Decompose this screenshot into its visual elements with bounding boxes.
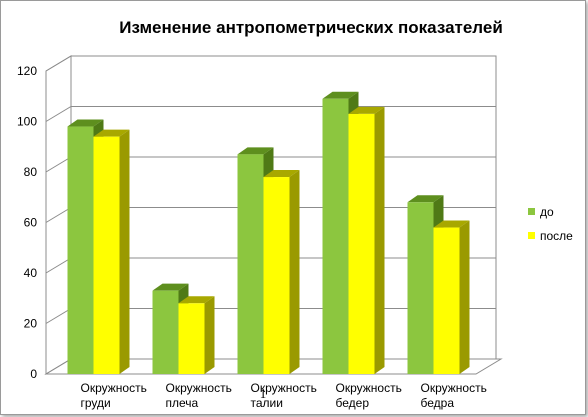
x-tick-label: Окружность бедра bbox=[421, 381, 487, 410]
x-tick-label: Окружность груди bbox=[81, 381, 147, 410]
bar-top bbox=[152, 283, 189, 291]
bar-после-1 bbox=[178, 296, 215, 374]
bar-top bbox=[67, 119, 104, 127]
bar-top bbox=[237, 147, 274, 155]
legend-swatch bbox=[528, 232, 535, 239]
y-tick-label: 0 bbox=[30, 367, 37, 381]
legend-label: до bbox=[540, 205, 554, 219]
legend-swatch bbox=[528, 208, 535, 215]
bar-top bbox=[322, 91, 359, 99]
bar-front bbox=[322, 98, 349, 375]
bar-после-0 bbox=[93, 129, 130, 374]
y-tick-label: 40 bbox=[24, 266, 38, 280]
y-tick-label: 80 bbox=[24, 165, 38, 179]
bar-top bbox=[93, 129, 130, 137]
y-tick-label: 60 bbox=[24, 216, 38, 230]
x-tick-label-line: талии bbox=[251, 396, 283, 410]
x-tick-label-line: бедра bbox=[421, 396, 455, 410]
x-tick-label-line: Окружность bbox=[166, 381, 232, 395]
bar-side bbox=[204, 296, 215, 374]
x-tick-label-line: Окружность bbox=[251, 381, 317, 395]
page-number: 1 bbox=[260, 386, 267, 401]
y-tick-label: 120 bbox=[17, 64, 37, 78]
y-axis-ticks: 0 20 40 60 80 100 120 bbox=[17, 64, 37, 381]
x-tick-label-line: плеча bbox=[166, 396, 199, 410]
bar-front bbox=[348, 113, 375, 375]
x-tick-label-line: Окружность bbox=[336, 381, 402, 395]
bar-side bbox=[459, 220, 470, 374]
bar-front bbox=[178, 303, 205, 374]
bar-после-3 bbox=[348, 106, 385, 375]
x-tick-label-line: бедер bbox=[336, 396, 370, 410]
bars bbox=[67, 91, 470, 375]
bar-top bbox=[348, 106, 385, 114]
x-tick-label: Окружность бедер bbox=[336, 381, 402, 410]
bar-после-2 bbox=[263, 170, 300, 374]
bar-top bbox=[178, 296, 215, 304]
bar-front bbox=[67, 126, 94, 374]
bar-front bbox=[93, 136, 120, 374]
legend-label: после bbox=[540, 229, 573, 243]
bar-top bbox=[433, 220, 470, 228]
chart-title: Изменение антропометрических показателей bbox=[119, 18, 503, 37]
x-tick-label: Окружность талии bbox=[251, 381, 317, 410]
bar-front bbox=[263, 177, 290, 374]
bar-side bbox=[289, 170, 300, 374]
bar-front bbox=[407, 202, 434, 374]
bar-front bbox=[152, 290, 179, 374]
x-tick-label-line: Окружность bbox=[421, 381, 487, 395]
bar-side bbox=[374, 106, 385, 375]
bar-top bbox=[407, 195, 444, 203]
bar-front bbox=[433, 227, 460, 374]
bar-side bbox=[119, 129, 130, 374]
y-tick-label: 20 bbox=[24, 317, 38, 331]
bar-top bbox=[263, 170, 300, 178]
bar-front bbox=[237, 154, 264, 374]
x-tick-label-line: Окружность bbox=[81, 381, 147, 395]
bar-после-4 bbox=[433, 220, 470, 374]
x-tick-label: Окружность плеча bbox=[166, 381, 232, 410]
y-tick-label: 100 bbox=[17, 115, 37, 129]
legend: до после bbox=[528, 205, 573, 243]
gridline bbox=[45, 55, 496, 72]
x-tick-label-line: груди bbox=[81, 396, 111, 410]
